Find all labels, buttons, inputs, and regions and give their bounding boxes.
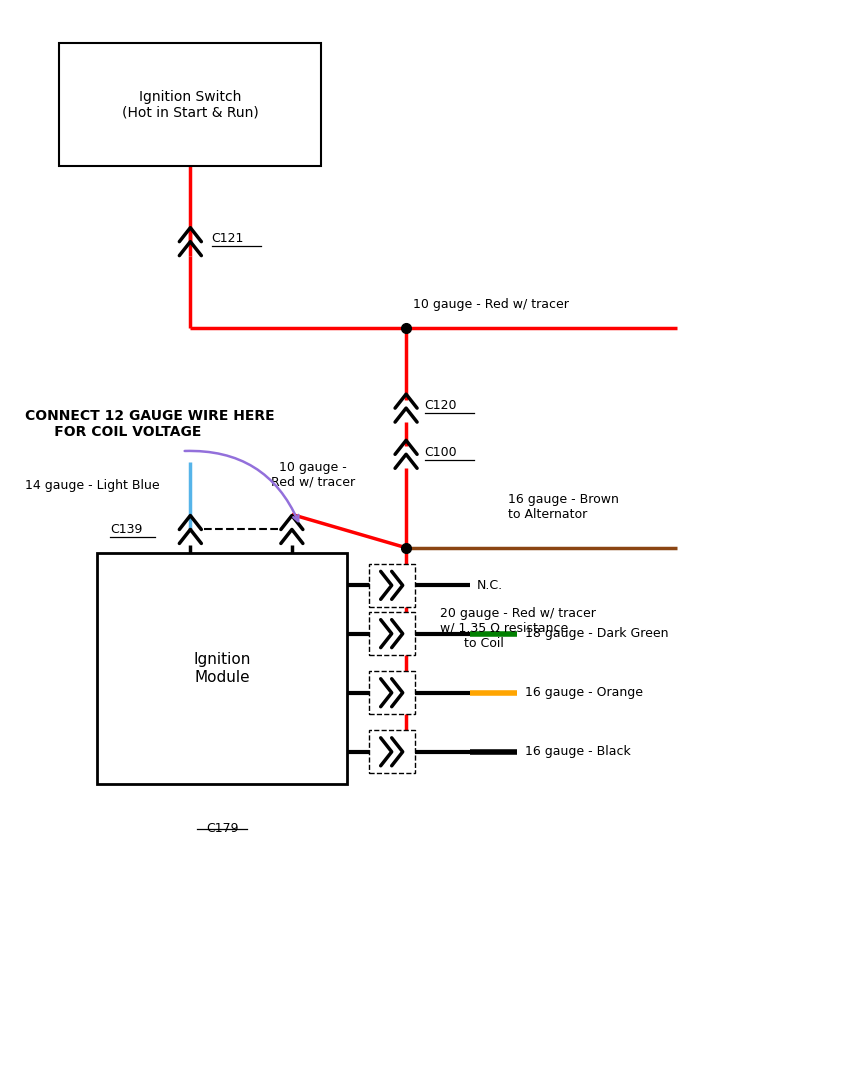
- Bar: [369, 730, 415, 773]
- Text: CONNECT 12 GAUGE WIRE HERE
      FOR COIL VOLTAGE: CONNECT 12 GAUGE WIRE HERE FOR COIL VOLT…: [25, 409, 275, 439]
- Text: N.C.: N.C.: [477, 579, 503, 592]
- Text: 10 gauge -
Red w/ tracer: 10 gauge - Red w/ tracer: [271, 461, 355, 489]
- Text: C120: C120: [425, 400, 457, 412]
- Bar: [97, 553, 347, 784]
- Text: 18 gauge - Dark Green: 18 gauge - Dark Green: [525, 627, 669, 640]
- Text: C121: C121: [212, 232, 244, 245]
- Bar: [369, 671, 415, 714]
- Text: Ignition
Module: Ignition Module: [194, 652, 250, 685]
- Text: 16 gauge - Orange: 16 gauge - Orange: [525, 686, 643, 699]
- Text: 16 gauge - Black: 16 gauge - Black: [525, 745, 631, 758]
- Text: C100: C100: [425, 446, 458, 459]
- Text: C139: C139: [110, 523, 142, 536]
- Text: 10 gauge - Red w/ tracer: 10 gauge - Red w/ tracer: [413, 299, 569, 311]
- Text: C179: C179: [206, 822, 239, 834]
- Text: 14 gauge - Light Blue: 14 gauge - Light Blue: [25, 479, 160, 492]
- Bar: [59, 43, 321, 166]
- Text: 20 gauge - Red w/ tracer
w/ 1.35 Ω resistance
      to Coil: 20 gauge - Red w/ tracer w/ 1.35 Ω resis…: [440, 607, 596, 650]
- Bar: [369, 564, 415, 607]
- Text: Ignition Switch
(Hot in Start & Run): Ignition Switch (Hot in Start & Run): [122, 89, 259, 120]
- Bar: [369, 612, 415, 655]
- Text: 16 gauge - Brown
to Alternator: 16 gauge - Brown to Alternator: [508, 493, 618, 521]
